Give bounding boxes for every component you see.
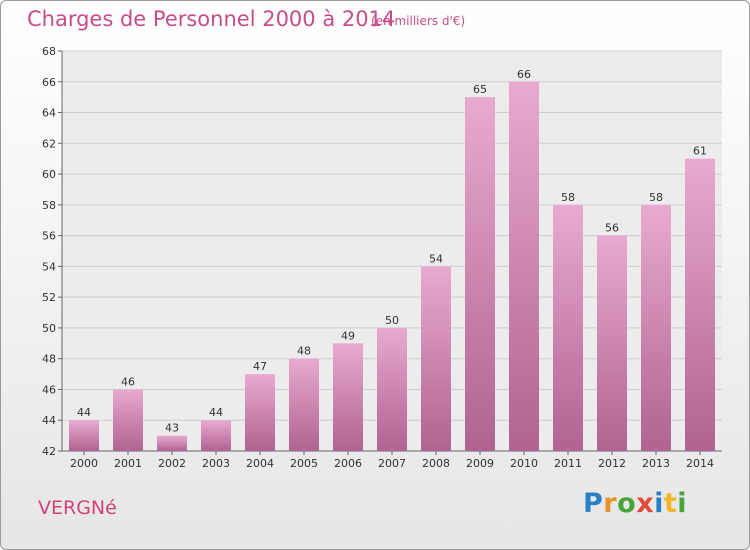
bar[interactable] — [113, 389, 143, 451]
x-tick-label: 2012 — [598, 457, 626, 470]
data-label: 44 — [209, 406, 223, 419]
bar[interactable] — [509, 81, 539, 452]
data-label: 48 — [297, 345, 311, 358]
y-tick-label: 58 — [42, 199, 56, 212]
x-tick-label: 2000 — [70, 457, 98, 470]
y-tick-label: 50 — [42, 322, 56, 335]
y-tick-label: 56 — [42, 230, 56, 243]
y-tick-label: 54 — [42, 260, 56, 273]
data-label: 43 — [165, 422, 179, 435]
data-label: 46 — [121, 375, 135, 388]
data-label: 56 — [605, 222, 619, 235]
y-tick-label: 60 — [42, 168, 56, 181]
x-tick-label: 2002 — [158, 457, 186, 470]
x-tick-label: 2014 — [686, 457, 714, 470]
data-label: 65 — [473, 83, 487, 96]
bar[interactable] — [69, 420, 99, 451]
data-label: 49 — [341, 329, 355, 342]
bar[interactable] — [289, 358, 319, 451]
y-tick-label: 42 — [42, 445, 56, 458]
x-tick-label: 2005 — [290, 457, 318, 470]
x-tick-label: 2006 — [334, 457, 362, 470]
y-tick-label: 48 — [42, 353, 56, 366]
bar[interactable] — [333, 343, 363, 451]
x-tick-label: 2007 — [378, 457, 406, 470]
data-label: 58 — [649, 191, 663, 204]
y-tick-label: 62 — [42, 137, 56, 150]
data-label: 50 — [385, 314, 399, 327]
x-tick-label: 2013 — [642, 457, 670, 470]
y-tick-label: 66 — [42, 76, 56, 89]
y-tick-label: 52 — [42, 291, 56, 304]
bar[interactable] — [553, 204, 583, 451]
bar[interactable] — [685, 158, 715, 451]
x-tick-label: 2009 — [466, 457, 494, 470]
y-tick-label: 44 — [42, 414, 56, 427]
bar[interactable] — [465, 97, 495, 452]
y-tick-label: 64 — [42, 107, 56, 120]
x-tick-label: 2008 — [422, 457, 450, 470]
proxiti-logo[interactable]: Proxiti — [583, 488, 688, 519]
chart-subtitle: (en milliers d'€) — [371, 14, 466, 28]
x-tick-label: 2004 — [246, 457, 274, 470]
data-label: 47 — [253, 360, 267, 373]
x-tick-label: 2001 — [114, 457, 142, 470]
data-label: 66 — [517, 68, 531, 81]
data-label: 44 — [77, 406, 91, 419]
bar[interactable] — [641, 204, 671, 451]
bar[interactable] — [201, 420, 231, 451]
x-tick-label: 2011 — [554, 457, 582, 470]
x-tick-label: 2010 — [510, 457, 538, 470]
x-tick-label: 2003 — [202, 457, 230, 470]
bar[interactable] — [157, 435, 187, 451]
y-tick-label: 46 — [42, 383, 56, 396]
data-label: 58 — [561, 191, 575, 204]
bar[interactable] — [597, 235, 627, 451]
chart-title: Charges de Personnel 2000 à 2014 — [27, 7, 396, 31]
bar[interactable] — [377, 327, 407, 451]
data-label: 54 — [429, 252, 443, 265]
bar[interactable] — [421, 266, 451, 451]
y-tick-label: 68 — [42, 45, 56, 58]
bar[interactable] — [245, 374, 275, 451]
data-label: 61 — [693, 145, 707, 158]
commune-name: VERGNé — [38, 497, 117, 519]
